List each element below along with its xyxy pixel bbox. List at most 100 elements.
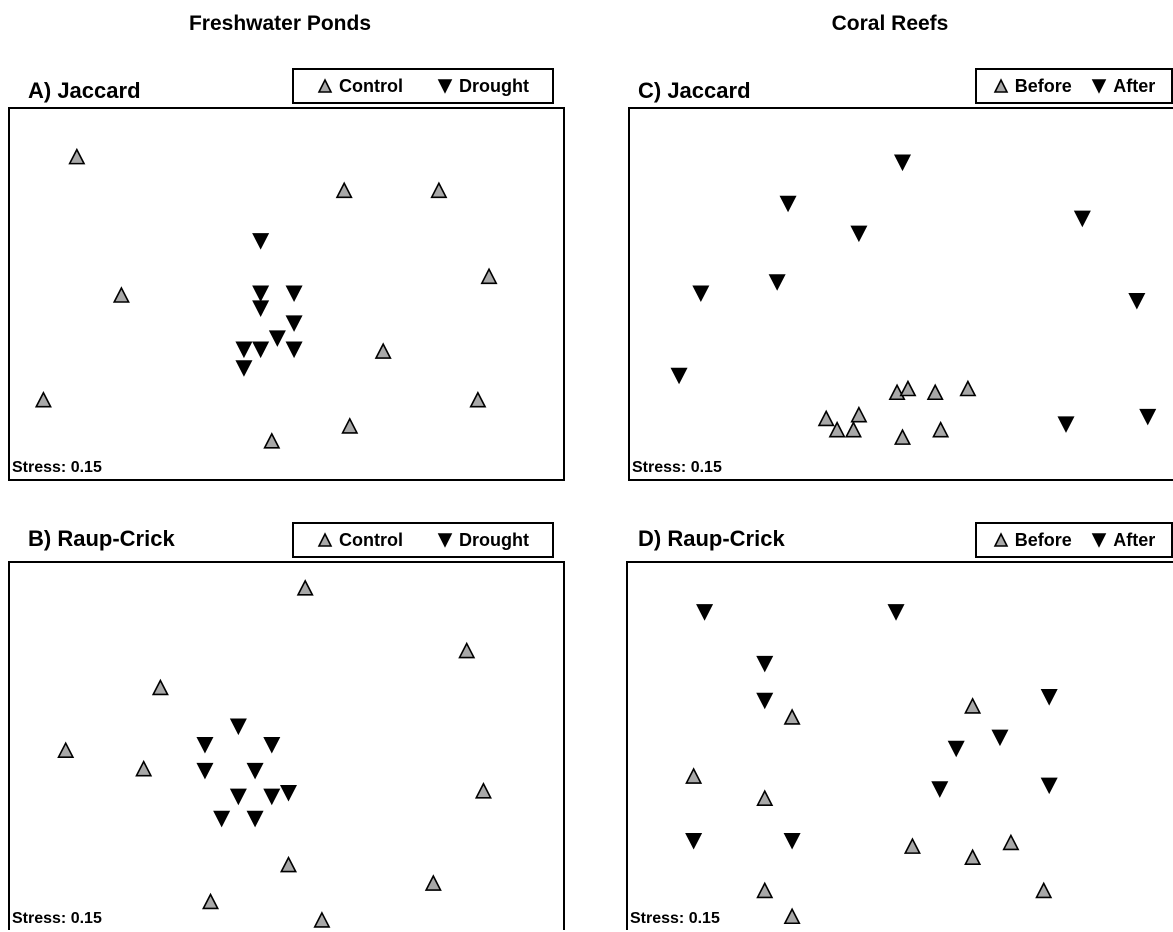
scatter-point-control (469, 390, 487, 408)
scatter-point-drought (268, 330, 286, 347)
scatter-point-drought (252, 285, 270, 303)
scatter-point-after (692, 285, 710, 303)
scatter-point-drought (196, 762, 214, 780)
scatter-point-drought (246, 810, 264, 828)
panel-c-title: C) Jaccard (638, 78, 751, 103)
scatter-point-control (34, 390, 52, 408)
legend-item-control: Control (317, 530, 403, 551)
triangle-up-icon (993, 532, 1009, 547)
legend-item-before: Before (993, 76, 1072, 97)
legend-ponds-b: Control Drought (292, 522, 554, 558)
scatter-point-control (424, 874, 442, 891)
scatter-point-before (926, 383, 944, 401)
scatter-point-after (1139, 408, 1157, 426)
scatter-point-drought (285, 315, 303, 332)
scatter-point-drought (285, 285, 303, 303)
scatter-point-after (1128, 292, 1146, 310)
scatter-point-control (279, 855, 298, 873)
legend-label-after: After (1113, 529, 1156, 550)
triangle-down-icon (437, 533, 453, 548)
scatter-point-before (844, 420, 862, 438)
legend-label-control: Control (339, 529, 403, 550)
scatter-point-before (783, 907, 801, 925)
triangle-up-icon (317, 78, 333, 93)
plot-panel-a: Stress: 0.15 (8, 107, 565, 481)
scatter-point-drought (235, 360, 253, 377)
legend-item-control: Control (317, 76, 403, 97)
stress-label-b: Stress: 0.15 (12, 910, 102, 927)
scatter-point-control (374, 342, 392, 359)
legend-ponds-a: Control Drought (292, 68, 554, 104)
panel-d-title: D) Raup-Crick (638, 526, 785, 551)
stress-label-d: Stress: 0.15 (630, 910, 720, 927)
scatter-point-drought (279, 784, 298, 802)
scatter-point-drought (246, 762, 264, 780)
scatter-point-after (756, 692, 774, 710)
plot-panel-b: Stress: 0.15 (8, 561, 565, 930)
scatter-point-control (263, 432, 281, 449)
scatter-point-before (817, 409, 835, 427)
scatter-point-control (335, 181, 353, 199)
scatter-point-drought (252, 300, 270, 317)
scatter-point-before (932, 420, 950, 438)
column-title-reefs: Coral Reefs (831, 12, 949, 35)
scatter-point-before (783, 708, 801, 725)
scatter-point-before (1002, 833, 1020, 851)
scatter-point-before (1035, 881, 1053, 899)
column-title-ponds: Freshwater Ponds (188, 12, 372, 35)
scatter-point-drought (263, 788, 281, 806)
scatter-point-after (931, 781, 949, 798)
legend-reefs-d: Before After (975, 522, 1173, 558)
scatter-point-before (964, 848, 982, 866)
panel-b-title: B) Raup-Crick (28, 526, 175, 551)
scatter-point-after (685, 832, 703, 850)
scatter-point-drought (252, 341, 270, 359)
scatter-point-control (135, 759, 153, 777)
scatter-point-after (696, 604, 714, 621)
triangle-down-icon (1091, 79, 1107, 94)
triangle-up-icon (993, 78, 1009, 93)
scatter-point-after (991, 729, 1009, 747)
legend-item-after: After (1091, 530, 1155, 551)
scatter-point-control (68, 147, 86, 165)
legend-label-after: After (1113, 75, 1156, 96)
scatter-point-after (947, 740, 965, 758)
legend-reefs-c: Before After (975, 68, 1173, 104)
legend-label-control: Control (339, 75, 403, 96)
scatter-point-after (1040, 777, 1058, 795)
scatter-point-drought (213, 810, 231, 828)
scatter-point-before (893, 428, 912, 445)
scatter-point-before (903, 837, 921, 854)
scatter-point-drought (252, 233, 270, 250)
scatter-point-after (850, 225, 868, 243)
scatter-point-after (887, 604, 905, 621)
scatter-point-after (756, 655, 774, 673)
triangle-up-icon (317, 532, 333, 547)
legend-label-drought: Drought (459, 75, 529, 96)
scatter-point-after (893, 154, 912, 172)
scatter-point-control (480, 267, 498, 285)
panel-a-title: A) Jaccard (28, 78, 141, 103)
scatter-markers-d (685, 604, 1058, 925)
scatter-point-drought (229, 788, 247, 806)
scatter-markers-b (57, 579, 492, 928)
scatter-point-before (756, 789, 774, 806)
scatter-point-after (1057, 416, 1075, 433)
scatter-point-control (151, 678, 169, 696)
legend-label-drought: Drought (459, 529, 529, 550)
scatter-point-before (756, 881, 774, 899)
legend-item-drought: Drought (437, 530, 529, 551)
scatter-point-control (57, 741, 75, 758)
scatter-point-control (458, 641, 476, 659)
scatter-point-control (296, 579, 314, 596)
scatter-point-before (959, 379, 977, 397)
legend-label-before: Before (1014, 529, 1072, 550)
scatter-point-control (202, 892, 220, 910)
plot-panel-d: Stress: 0.15 (626, 561, 1173, 930)
legend-label-before: Before (1014, 75, 1072, 96)
scatter-point-before (850, 405, 868, 423)
scatter-point-drought (263, 737, 281, 754)
triangle-down-icon (1091, 533, 1107, 548)
scatter-point-drought (229, 718, 247, 736)
scatter-point-drought (196, 737, 214, 754)
